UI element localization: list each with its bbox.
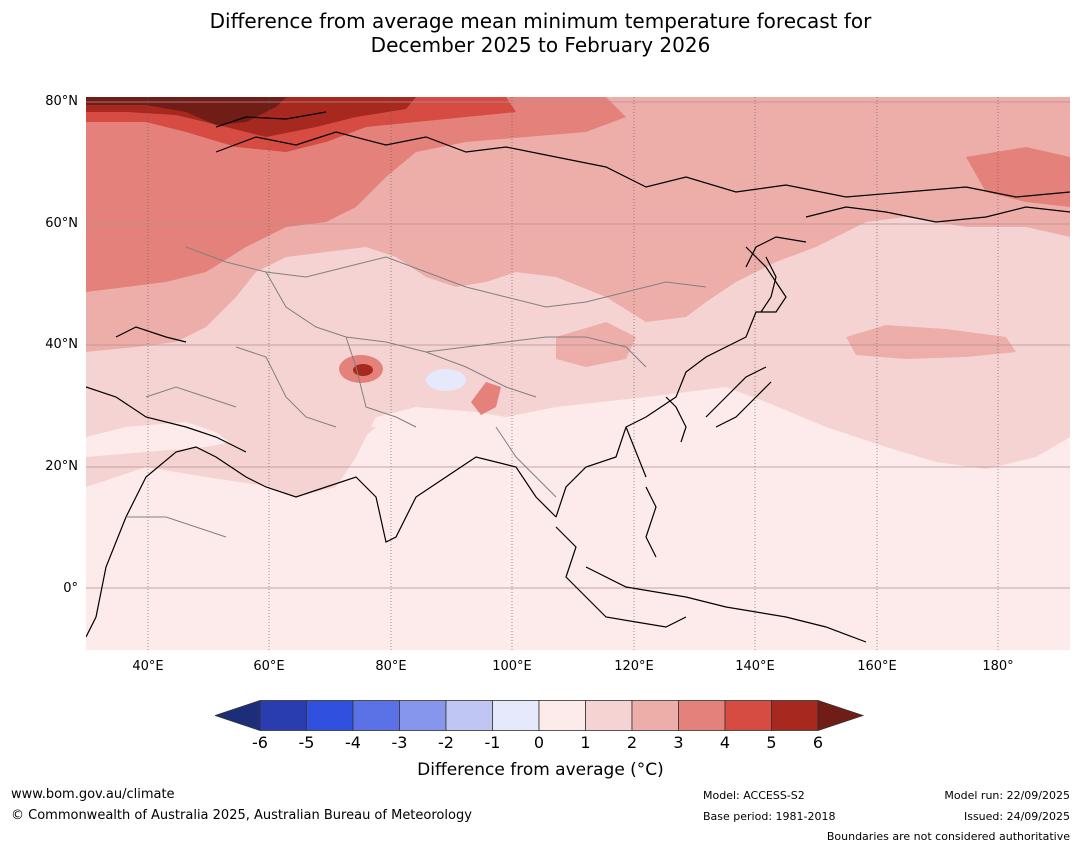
colorbar-tick-label: 4 bbox=[719, 733, 731, 752]
latitude-lines bbox=[86, 101, 1070, 589]
colorbar-cell bbox=[492, 700, 540, 731]
colorbar-tick-label: 6 bbox=[812, 733, 824, 752]
lat-label-60n: 60°N bbox=[45, 216, 78, 231]
lat-label-40n: 40°N bbox=[45, 337, 78, 352]
colorbar-extend-high bbox=[817, 699, 865, 732]
lon-label-100e: 100°E bbox=[492, 659, 532, 674]
lon-label-180: 180° bbox=[982, 659, 1014, 674]
colorbar-tick-label: 3 bbox=[673, 733, 684, 752]
footer-model: Model: ACCESS-S2 bbox=[703, 789, 805, 802]
colorbar-cell bbox=[259, 700, 307, 731]
colorbar-label: Difference from average (°C) bbox=[417, 760, 664, 780]
title-line-2: December 2025 to February 2026 bbox=[370, 33, 711, 57]
anomaly-band-2-3-pacific bbox=[846, 325, 1016, 359]
temperature-anomaly-map bbox=[86, 97, 1070, 650]
footer-base-period: Base period: 1981-2018 bbox=[703, 810, 836, 823]
colorbar-tick-label: -3 bbox=[391, 733, 408, 752]
footer-disclaimer: Boundaries are not considered authoritat… bbox=[826, 830, 1070, 843]
colorbar-cell bbox=[352, 700, 400, 731]
footer-url[interactable]: www.bom.gov.au/climate bbox=[11, 787, 175, 802]
map-title: Difference from average mean minimum tem… bbox=[0, 9, 1081, 57]
lon-label-60e: 60°E bbox=[253, 659, 285, 674]
anomaly-band-2-3-central bbox=[556, 322, 636, 367]
lon-label-140e: 140°E bbox=[735, 659, 775, 674]
lon-label-120e: 120°E bbox=[614, 659, 654, 674]
colorbar-cell bbox=[631, 700, 679, 731]
colorbar-cell bbox=[678, 700, 726, 731]
anomaly-cool-spot bbox=[426, 369, 466, 391]
footer-copyright: © Commonwealth of Australia 2025, Austra… bbox=[11, 808, 472, 823]
colorbar-tick-label: 1 bbox=[580, 733, 591, 752]
colorbar-tick-label: 5 bbox=[766, 733, 777, 752]
colorbar-cell bbox=[306, 700, 354, 731]
anomaly-band-3-4-tibet bbox=[471, 382, 501, 415]
colorbar bbox=[213, 699, 866, 732]
colorbar-tick-label: -5 bbox=[298, 733, 315, 752]
footer-model-run: Model run: 22/09/2025 bbox=[944, 789, 1070, 802]
lon-label-80e: 80°E bbox=[375, 659, 407, 674]
colorbar-tick-label: -4 bbox=[345, 733, 361, 752]
anomaly-band-3-4 bbox=[86, 97, 626, 292]
title-line-1: Difference from average mean minimum tem… bbox=[209, 9, 872, 33]
colorbar-cell bbox=[724, 700, 772, 731]
graticule bbox=[147, 97, 999, 650]
lon-label-160e: 160°E bbox=[857, 659, 897, 674]
colorbar-tick-label: -2 bbox=[438, 733, 454, 752]
country-borders bbox=[126, 246, 707, 538]
anomaly-band-above-6 bbox=[86, 97, 286, 125]
colorbar-cell bbox=[399, 700, 447, 731]
colorbar-tick-label: 2 bbox=[626, 733, 638, 752]
colorbar-extend-low bbox=[213, 699, 261, 732]
colorbar-cell bbox=[771, 700, 819, 731]
colorbar-cell bbox=[445, 700, 493, 731]
lon-label-40e: 40°E bbox=[132, 659, 164, 674]
footer-issued: Issued: 24/09/2025 bbox=[963, 810, 1070, 823]
lat-label-0: 0° bbox=[63, 581, 78, 596]
colorbar-cell bbox=[538, 700, 586, 731]
anomaly-band-1-2-south bbox=[86, 427, 376, 489]
colorbar-tick-label: 0 bbox=[533, 733, 545, 752]
colorbar-tick-label: -1 bbox=[484, 733, 501, 752]
coastlines bbox=[86, 111, 1070, 643]
lat-label-20n: 20°N bbox=[45, 459, 78, 474]
lat-label-80n: 80°N bbox=[45, 94, 78, 109]
colorbar-tick-label: -6 bbox=[252, 733, 268, 752]
colorbar-cell bbox=[585, 700, 633, 731]
